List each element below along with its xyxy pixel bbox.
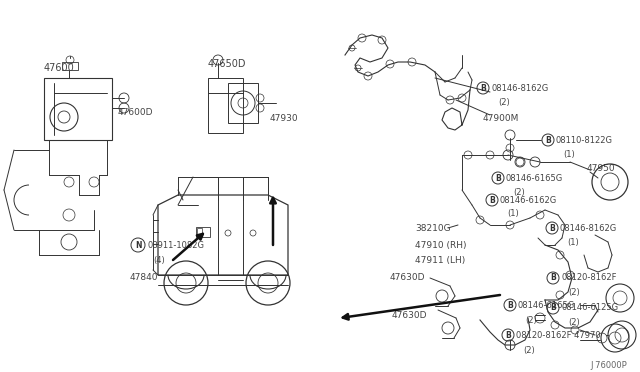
Text: (2): (2) — [525, 315, 537, 324]
Text: B: B — [495, 173, 501, 183]
Text: 47950: 47950 — [587, 164, 616, 173]
Text: B: B — [507, 301, 513, 310]
Text: 47630D: 47630D — [392, 311, 428, 320]
Text: B: B — [545, 135, 551, 144]
Text: B: B — [505, 330, 511, 340]
Text: 08911-1082G: 08911-1082G — [148, 241, 205, 250]
Text: 47910 (RH): 47910 (RH) — [415, 241, 467, 250]
Text: (2): (2) — [523, 346, 535, 355]
Text: 08146-6165G: 08146-6165G — [506, 173, 563, 183]
Text: (2): (2) — [513, 187, 525, 196]
Text: 08146-8162G: 08146-8162G — [491, 83, 548, 93]
Text: 08146-6125G: 08146-6125G — [561, 304, 618, 312]
Text: 47600D: 47600D — [118, 108, 154, 116]
Text: 38210G: 38210G — [415, 224, 451, 232]
Text: B: B — [480, 83, 486, 93]
Bar — [228, 83, 258, 123]
Text: (1): (1) — [507, 208, 519, 218]
Text: B: B — [550, 273, 556, 282]
Text: B: B — [550, 304, 556, 312]
Text: 47900M: 47900M — [483, 113, 520, 122]
Text: J 76000P: J 76000P — [590, 362, 627, 371]
Text: (1): (1) — [567, 237, 579, 247]
Text: 47600: 47600 — [44, 63, 75, 73]
Text: 47650D: 47650D — [208, 59, 246, 69]
Text: B: B — [489, 196, 495, 205]
Text: (2): (2) — [568, 288, 580, 296]
Text: 47930: 47930 — [270, 113, 299, 122]
Text: 47911 (LH): 47911 (LH) — [415, 256, 465, 264]
Text: 47840: 47840 — [130, 273, 159, 282]
Bar — [197, 228, 202, 236]
Text: 08120-8162F 47970: 08120-8162F 47970 — [516, 330, 600, 340]
Bar — [44, 78, 112, 140]
Text: 08146-6165G: 08146-6165G — [518, 301, 575, 310]
Text: N: N — [135, 241, 141, 250]
Text: (2): (2) — [498, 97, 509, 106]
Text: (4): (4) — [153, 256, 164, 264]
Bar — [196, 227, 210, 237]
Text: 08110-8122G: 08110-8122G — [556, 135, 613, 144]
Text: B: B — [549, 224, 555, 232]
Text: (1): (1) — [563, 150, 575, 158]
Text: 08146-6162G: 08146-6162G — [500, 196, 557, 205]
Text: 08120-8162F: 08120-8162F — [561, 273, 616, 282]
Text: (2): (2) — [568, 317, 580, 327]
Text: 08146-8162G: 08146-8162G — [560, 224, 617, 232]
Bar — [62, 62, 78, 70]
Text: 47630D: 47630D — [390, 273, 426, 282]
